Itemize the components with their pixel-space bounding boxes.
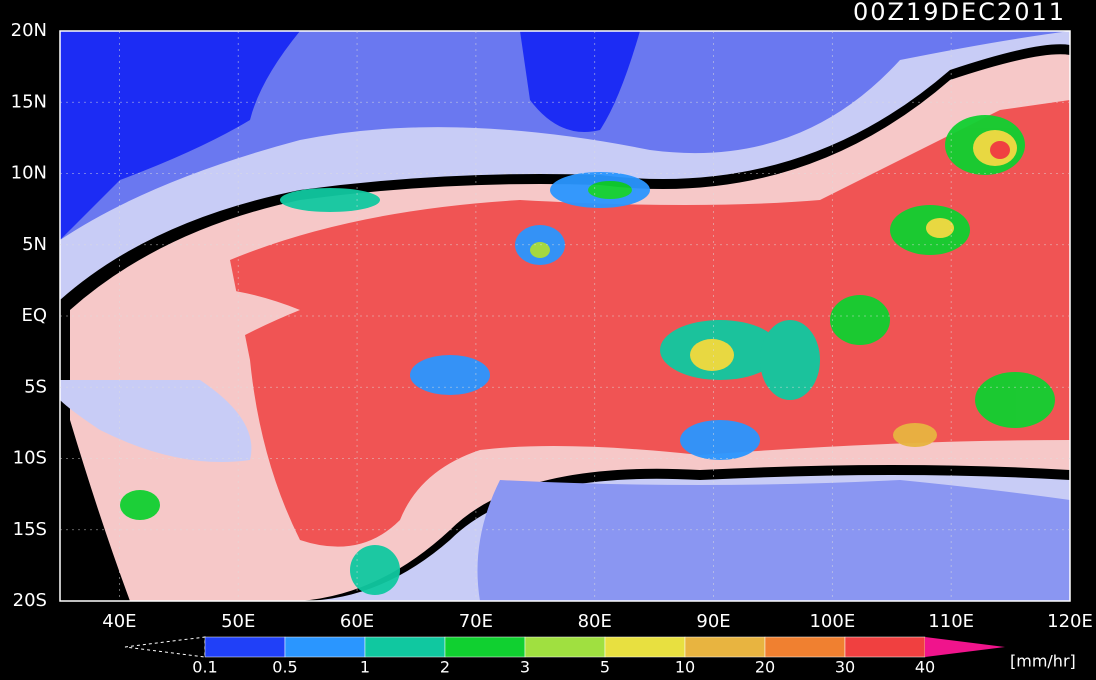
over-arrow: [925, 637, 1005, 657]
colorbar-label: 10: [675, 658, 695, 677]
lat-label: 10S: [13, 448, 47, 469]
colorbar-label: 5: [600, 658, 610, 677]
colorbar-label: 3: [520, 658, 530, 677]
colorbar-label: 0.5: [272, 658, 297, 677]
lon-label: 70E: [459, 611, 493, 632]
lon-label: 100E: [809, 611, 855, 632]
colorbar-box: [444, 636, 526, 658]
colorbar-label: 1: [360, 658, 370, 677]
under-arrow: [124, 636, 206, 658]
colorbar-label: 30: [835, 658, 855, 677]
lat-label: 20N: [11, 20, 47, 41]
lon-label: 90E: [696, 611, 730, 632]
unit-label: [mm/hr]: [1010, 652, 1076, 671]
lon-label: 50E: [221, 611, 255, 632]
colorbar-label: 0.1: [192, 658, 217, 677]
lat-label: 5N: [22, 234, 47, 255]
colorbar-box: [684, 636, 766, 658]
lat-label: EQ: [21, 305, 47, 326]
colorbar-label: 40: [915, 658, 935, 677]
lon-label: 110E: [928, 611, 974, 632]
lon-label: 40E: [102, 611, 136, 632]
timestamp: 00Z19DEC2011: [853, 0, 1066, 26]
lat-label: 10N: [11, 163, 47, 184]
lat-label: 15S: [13, 519, 47, 540]
lat-label: 20S: [13, 590, 47, 611]
colorbar-box: [364, 636, 446, 658]
colorbar-label: 20: [755, 658, 775, 677]
lon-label: 80E: [578, 611, 612, 632]
colorbar-box: [844, 636, 926, 658]
lat-label: 15N: [11, 91, 47, 112]
lon-label: 60E: [340, 611, 374, 632]
lon-label: 120E: [1047, 611, 1093, 632]
colorbar-box: [604, 636, 686, 658]
colorbar-box: [204, 636, 286, 658]
colorbar: [124, 636, 206, 658]
colorbar-label: 2: [440, 658, 450, 677]
lat-label: 5S: [24, 376, 47, 397]
colorbar-box: [524, 636, 606, 658]
colorbar-box: [764, 636, 846, 658]
colorbar-box: [284, 636, 366, 658]
